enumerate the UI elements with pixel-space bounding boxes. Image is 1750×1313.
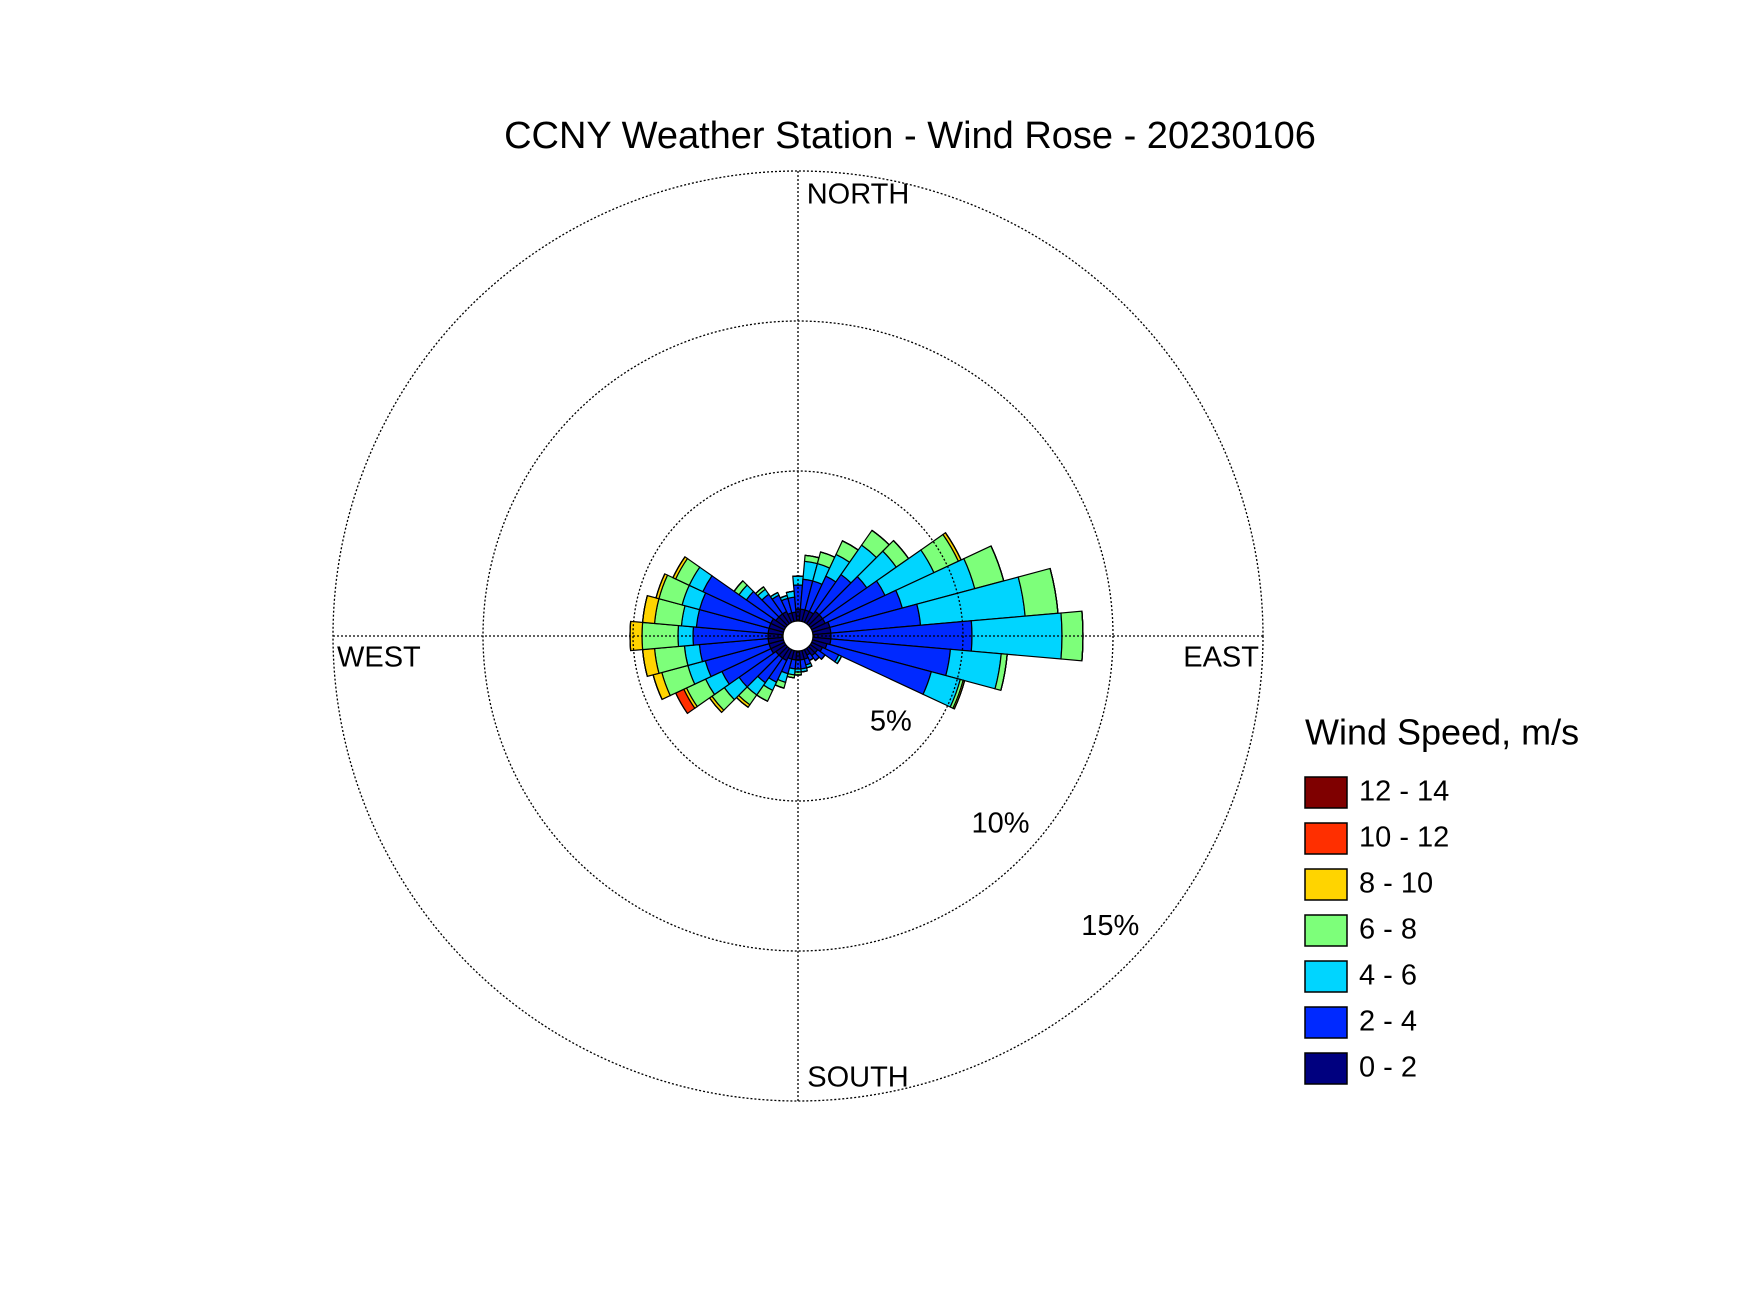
legend-swatch	[1304, 822, 1348, 855]
legend-label: 2 - 4	[1359, 1006, 1417, 1038]
wedge	[1081, 611, 1084, 661]
center-hole	[782, 620, 814, 652]
wedge	[733, 580, 744, 592]
direction-label: WEST	[337, 642, 421, 674]
legend-title: Wind Speed, m/s	[1305, 712, 1579, 753]
wedge	[755, 586, 764, 595]
wedge	[770, 591, 778, 598]
ring-label: 5%	[870, 705, 912, 737]
wedge	[820, 654, 826, 660]
direction-label: EAST	[1183, 642, 1259, 674]
legend-label: 0 - 2	[1359, 1052, 1417, 1084]
legend-label: 10 - 12	[1359, 822, 1449, 854]
chart-title: CCNY Weather Station - Wind Rose - 20230…	[504, 115, 1316, 157]
wedge	[629, 620, 644, 652]
legend-swatch	[1304, 914, 1348, 947]
wedge	[629, 621, 632, 651]
grid-ring	[482, 320, 1114, 952]
legend-swatch	[1304, 960, 1348, 993]
wedge	[1060, 610, 1084, 662]
wedge	[641, 621, 680, 651]
legend-label: 8 - 10	[1359, 868, 1433, 900]
ring-label: 10%	[972, 808, 1030, 840]
legend-label: 4 - 6	[1359, 960, 1417, 992]
legend-label: 6 - 8	[1359, 914, 1417, 946]
legend-label: 12 - 14	[1359, 776, 1449, 808]
grid-ring	[332, 170, 1264, 1102]
ring-label: 15%	[1081, 910, 1139, 942]
direction-label: NORTH	[807, 179, 910, 211]
legend-swatch	[1304, 1006, 1348, 1039]
grid-ring	[632, 470, 964, 802]
legend-swatch	[1304, 1052, 1348, 1085]
legend-swatch	[1304, 776, 1348, 809]
legend-swatch	[1304, 868, 1348, 901]
direction-label: SOUTH	[807, 1062, 909, 1094]
